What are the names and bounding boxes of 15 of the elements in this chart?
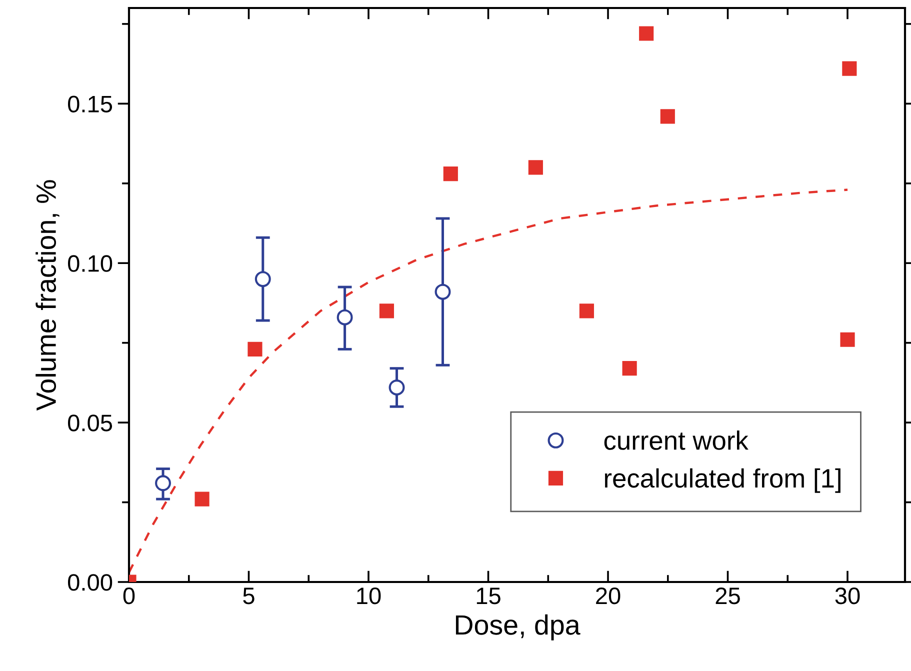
x-tick-label: 30 xyxy=(835,587,860,604)
x-axis-title: Dose, dpa xyxy=(456,614,580,640)
x-tick-label: 0 xyxy=(123,587,135,604)
x-tick-label: 5 xyxy=(243,588,254,604)
x-tick-label: 15 xyxy=(476,588,500,604)
y-tick-label: 0.10 xyxy=(68,255,112,272)
x-tick-label: 25 xyxy=(716,587,740,604)
legend-label: current work xyxy=(604,430,748,450)
y-tick-label: 0.15 xyxy=(68,96,112,112)
y-tick-label: 0.00 xyxy=(68,574,112,591)
y-axis-title: Volume fraction, % xyxy=(36,180,60,411)
x-tick-label: 20 xyxy=(596,587,620,604)
x-tick-label: 10 xyxy=(357,587,381,604)
y-tick-label: 0.05 xyxy=(68,414,112,432)
legend-label: recalculated from [1] xyxy=(604,468,840,493)
